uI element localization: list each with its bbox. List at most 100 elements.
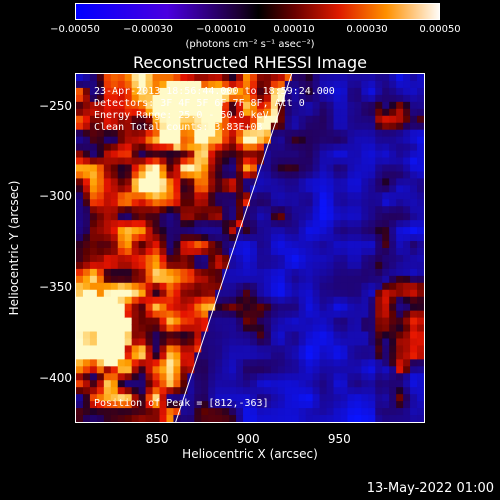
heatmap-cell (103, 248, 112, 256)
heatmap-cell (326, 303, 335, 312)
heatmap-cell (131, 115, 140, 124)
heatmap-cell (263, 296, 272, 305)
heatmap-cell (256, 303, 265, 312)
heatmap-cell (236, 401, 244, 409)
heatmap-cell (243, 296, 251, 305)
heatmap-cell (201, 185, 209, 193)
heatmap-cell (410, 261, 418, 270)
heatmap-cell (166, 199, 174, 207)
heatmap-cell (417, 352, 424, 360)
heatmap-cell (152, 331, 161, 339)
heatmap-cell (110, 206, 119, 214)
heatmap-cell (89, 331, 98, 339)
heatmap-cell (236, 338, 244, 346)
heatmap-cell (312, 234, 321, 242)
heatmap-cell (201, 345, 209, 353)
heatmap-cell (243, 268, 251, 277)
heatmap-cell (396, 143, 404, 152)
heatmap-cell (361, 87, 369, 96)
heatmap-cell (145, 380, 154, 388)
heatmap-cell (187, 261, 195, 270)
heatmap-cell (326, 80, 335, 89)
heatmap-cell (263, 268, 272, 277)
heatmap-cell (96, 248, 105, 256)
heatmap-cell (222, 289, 230, 298)
heatmap-cell (277, 87, 286, 96)
heatmap-cell (243, 234, 251, 242)
heatmap-cell (89, 317, 98, 326)
heatmap-cell (103, 227, 112, 235)
heatmap-cell (389, 220, 397, 228)
heatmap-cell (222, 234, 230, 242)
heatmap-cell (417, 115, 424, 124)
heatmap-cell (403, 345, 411, 353)
heatmap-cell (396, 282, 404, 291)
heatmap-cell (389, 94, 397, 103)
heatmap-cell (403, 359, 411, 367)
heatmap-cell (305, 310, 314, 319)
heatmap-cell (333, 296, 341, 305)
heatmap-cell (410, 415, 418, 422)
heatmap-cell (222, 387, 230, 395)
heatmap-cell (340, 234, 348, 242)
heatmap-cell (403, 227, 411, 235)
heatmap-cell (270, 248, 279, 256)
heatmap-cell (403, 331, 411, 339)
heatmap-cell (180, 206, 188, 214)
heatmap-cell (229, 94, 237, 103)
heatmap-cell (417, 317, 424, 326)
heatmap-cell (291, 296, 300, 305)
heatmap-cell (298, 261, 307, 270)
heatmap-cell (347, 185, 355, 193)
heatmap-cell (201, 80, 209, 89)
heatmap-cell (403, 373, 411, 381)
heatmap-cell (96, 171, 105, 179)
heatmap-cell (166, 108, 174, 117)
heatmap-cell (368, 331, 376, 339)
heatmap-cell (312, 345, 321, 353)
heatmap-cell (138, 87, 147, 96)
heatmap-cell (277, 324, 286, 333)
heatmap-cell (312, 164, 321, 172)
heatmap-cell (110, 248, 119, 256)
heatmap-cell (305, 192, 314, 200)
heatmap-cell (354, 261, 362, 270)
heatmap-cell (333, 87, 341, 96)
heatmap-cell (229, 345, 237, 353)
colorbar-label: (photons cm⁻² s⁻¹ asec⁻²) (185, 39, 315, 50)
heatmap-cell (159, 408, 167, 416)
heatmap-cell (76, 101, 84, 110)
heatmap-cell (298, 380, 307, 388)
heatmap-cell (82, 199, 91, 207)
heatmap-cell (340, 331, 348, 339)
heatmap-cell (277, 185, 286, 193)
heatmap-cell (256, 136, 265, 145)
heatmap-cell (305, 108, 314, 117)
heatmap-cell (375, 241, 383, 249)
heatmap-cell (340, 150, 348, 159)
heatmap-cell (298, 101, 307, 110)
heatmap-cell (347, 317, 355, 326)
heatmap-cell (152, 241, 161, 249)
heatmap-cell (333, 108, 341, 117)
heatmap-cell (340, 303, 348, 312)
heatmap-cell (375, 164, 383, 172)
heatmap-cell (229, 220, 237, 228)
heatmap-cell (326, 136, 335, 145)
heatmap-cell (222, 150, 230, 159)
heatmap-cell (319, 220, 328, 228)
heatmap-cell (117, 115, 126, 124)
heatmap-cell (368, 136, 376, 145)
heatmap-cell (319, 101, 328, 110)
heatmap-cell (76, 373, 84, 381)
heatmap-cell (382, 282, 390, 291)
heatmap-cell (187, 415, 195, 422)
heatmap-cell (159, 254, 167, 263)
heatmap-cell (298, 143, 307, 152)
heatmap-cell (291, 115, 300, 124)
heatmap-cell (354, 310, 362, 319)
heatmap-cell (187, 268, 195, 277)
heatmap-cell (145, 220, 154, 228)
heatmap-cell (194, 227, 202, 235)
heatmap-cell (396, 192, 404, 200)
